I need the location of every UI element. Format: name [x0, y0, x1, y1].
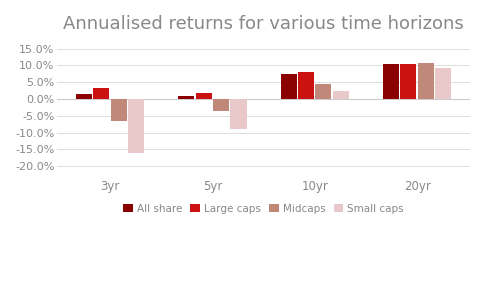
Bar: [76, 94, 92, 99]
Bar: [315, 84, 331, 99]
Bar: [400, 64, 416, 99]
Bar: [178, 96, 194, 99]
Bar: [434, 68, 450, 99]
Bar: [128, 99, 144, 153]
Bar: [417, 63, 433, 99]
Title: Annualised returns for various time horizons: Annualised returns for various time hori…: [63, 15, 463, 33]
Bar: [298, 72, 314, 99]
Bar: [195, 93, 211, 99]
Bar: [332, 91, 348, 99]
Bar: [382, 64, 398, 99]
Bar: [280, 74, 296, 99]
Legend: All share, Large caps, Midcaps, Small caps: All share, Large caps, Midcaps, Small ca…: [119, 200, 408, 218]
Bar: [212, 99, 228, 111]
Bar: [93, 88, 109, 99]
Bar: [230, 99, 246, 129]
Bar: [110, 99, 126, 121]
